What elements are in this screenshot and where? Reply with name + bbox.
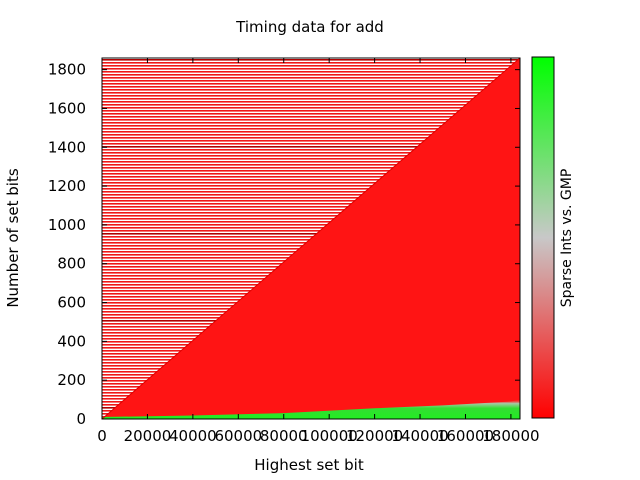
heatmap-row — [102, 83, 520, 85]
heatmap-row — [102, 128, 520, 130]
heatmap-row — [102, 62, 520, 64]
y-tick-label: 1000 — [48, 216, 86, 234]
heatmap-row — [102, 227, 520, 229]
plot-border — [101, 57, 521, 420]
heatmap-row — [102, 59, 520, 61]
heatmap-row — [102, 233, 520, 235]
heatmap-row — [102, 179, 520, 181]
heatmap-row — [102, 143, 520, 145]
heatmap-row — [102, 173, 520, 175]
heatmap-row — [102, 113, 520, 115]
heatmap-row — [102, 218, 520, 220]
heatmap-row — [102, 215, 520, 217]
heatmap-row — [102, 110, 520, 112]
heatmap-row — [102, 122, 520, 124]
heatmap-row — [102, 137, 520, 139]
y-axis-label: Number of set bits — [4, 168, 22, 308]
heatmap-row — [102, 221, 520, 223]
colorbar-label: Sparse Ints vs. GMP — [559, 169, 575, 308]
heatmap-row — [102, 167, 520, 169]
heatmap-row — [102, 125, 520, 127]
heatmap-row — [102, 68, 520, 70]
heatmap-row — [102, 152, 520, 154]
heatmap-row — [102, 131, 520, 133]
x-tick-label: 180000 — [482, 427, 539, 445]
heatmap-row — [102, 206, 520, 208]
heatmap-row — [102, 80, 520, 82]
y-tick-label: 1600 — [48, 99, 86, 117]
x-tick-label: 120000 — [346, 427, 403, 445]
heatmap-row — [102, 107, 520, 109]
heatmap-row — [102, 86, 520, 88]
y-tick-label: 0 — [76, 410, 86, 428]
heatmap-row — [102, 185, 520, 187]
green-band — [102, 399, 520, 419]
x-tick-label: 100000 — [301, 427, 358, 445]
x-tick-label: 140000 — [391, 427, 448, 445]
plot-area — [102, 58, 520, 419]
x-tick-label: 60000 — [214, 427, 262, 445]
heatmap-row — [102, 95, 520, 97]
x-axis-label: Highest set bit — [254, 456, 364, 474]
heatmap-row — [102, 212, 520, 214]
y-tick-label: 600 — [57, 294, 86, 312]
heatmap-row — [102, 98, 520, 100]
heatmap-row — [102, 194, 520, 196]
heatmap-row — [102, 71, 520, 73]
heatmap-row — [102, 200, 520, 202]
diagonal-edge — [102, 58, 520, 419]
y-tick-label: 1200 — [48, 177, 86, 195]
heatmap-row — [102, 182, 520, 184]
chart-title: Timing data for add — [235, 18, 384, 36]
heatmap-row — [102, 164, 520, 166]
y-tick-label: 800 — [57, 255, 86, 273]
y-tick-label: 1400 — [48, 138, 86, 156]
heatmap-row — [102, 140, 520, 142]
heatmap-row — [102, 230, 520, 232]
heatmap-row — [102, 191, 520, 193]
heatmap-row — [102, 158, 520, 160]
heatmap-row — [102, 146, 520, 148]
heatmap-row — [102, 197, 520, 199]
heatmap-row — [102, 176, 520, 178]
x-axis-ticks: 0 200004000060000800001000001200001400001… — [97, 58, 540, 445]
x-tick-label: 20000 — [124, 427, 172, 445]
y-tick-label: 1800 — [48, 61, 86, 79]
heatmap-row — [102, 209, 520, 211]
heatmap-row — [102, 65, 520, 67]
y-axis-ticks: 0 200 400 600 800 1000 1200 1400 1600 1800 — [48, 61, 520, 428]
heatmap-row — [102, 101, 520, 103]
heatmap-row — [102, 149, 520, 151]
heatmap-row — [102, 188, 520, 190]
y-tick-label: 400 — [57, 332, 86, 350]
heatmap-row — [102, 104, 520, 106]
x-tick-label: 160000 — [437, 427, 494, 445]
heatmap-row — [102, 77, 520, 79]
heatmap-row — [102, 119, 520, 121]
x-tick-label: 80000 — [260, 427, 308, 445]
y-tick-label: 200 — [57, 371, 86, 389]
heatmap-row — [102, 224, 520, 226]
heatmap-row — [102, 89, 520, 91]
heatmap-row — [102, 236, 520, 238]
heatmap-row — [102, 170, 520, 172]
heatmap-row — [102, 74, 520, 76]
x-tick-label: 40000 — [169, 427, 217, 445]
heatmap-row — [102, 203, 520, 205]
x-tick-label: 0 — [97, 427, 107, 445]
heatmap-row — [102, 134, 520, 136]
heatmap-row — [102, 92, 520, 94]
heatmap-row — [102, 161, 520, 163]
colorbar — [531, 56, 555, 419]
heatmap-row — [102, 155, 520, 157]
heatmap-row — [102, 116, 520, 118]
